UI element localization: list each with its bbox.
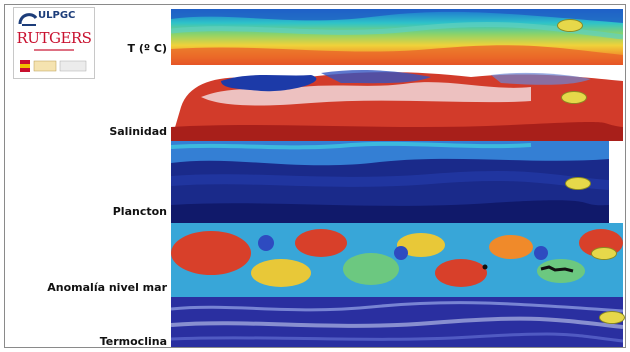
location-marker-icon [565,177,591,190]
location-marker-icon [557,19,583,32]
temperature-map [171,9,623,65]
logo-panel: ULPGC RUTGERS [13,7,95,79]
label-plankton: Plancton [112,205,167,218]
ulpgc-logo-text: ULPGC [38,10,76,21]
salinity-map [171,67,623,141]
location-marker-icon [561,91,587,104]
label-thermocline: Termoclina [99,335,167,348]
ulpgc-logo-icon [18,13,38,26]
visualization-figure: ULPGC RUTGERS [4,4,626,348]
rutgers-tagline-icon [34,49,74,51]
location-marker-icon [591,247,617,260]
plankton-map [171,141,609,223]
location-marker-icon [599,311,625,324]
rutgers-logo-text: RUTGERS [16,29,92,47]
label-temperature: T (º C) [127,42,168,55]
thermocline-map [171,297,623,347]
sea-level-anomaly-map [171,223,623,297]
label-sea-level-anomaly: Anomalía nivel mar [47,281,167,294]
spanish-crest-icon [20,60,87,72]
label-salinity: Salinidad [109,125,167,138]
